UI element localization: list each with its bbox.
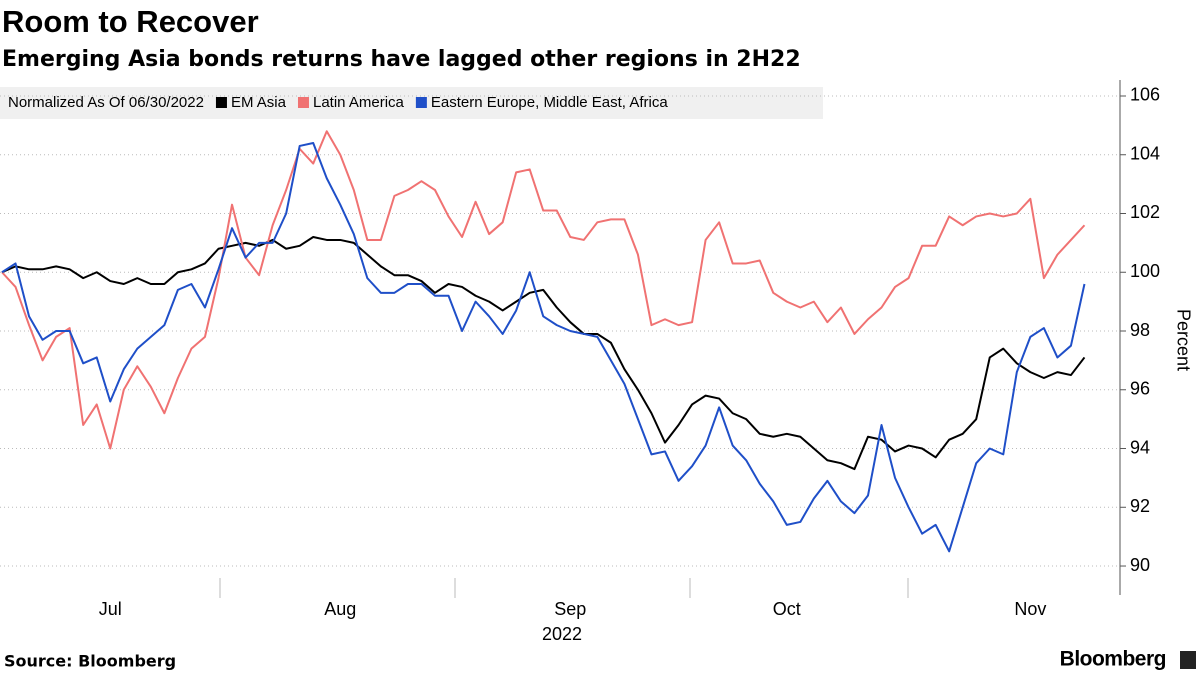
y-tick-label: 98 xyxy=(1130,320,1150,340)
legend-label: EM Asia xyxy=(231,94,287,111)
legend-label: Latin America xyxy=(313,94,405,111)
y-tick-label: 100 xyxy=(1130,261,1160,281)
source: Source: Bloomberg xyxy=(4,652,176,671)
legend-background xyxy=(0,87,823,119)
chart-title: Room to Recover xyxy=(2,4,259,39)
x-tick-label: Oct xyxy=(773,599,801,619)
y-axis-label: Percent xyxy=(1173,309,1193,371)
legend-swatch xyxy=(297,97,309,108)
series-line xyxy=(1,141,1086,553)
x-year-label: 2022 xyxy=(542,624,582,644)
brand-icon xyxy=(1180,651,1196,669)
y-tick-label: 94 xyxy=(1130,437,1150,457)
y-tick-label: 90 xyxy=(1130,555,1150,575)
x-tick-label: Sep xyxy=(554,599,586,619)
legend-swatch xyxy=(215,97,227,108)
x-tick-label: Aug xyxy=(324,599,356,619)
chart-subtitle: Emerging Asia bonds returns have lagged … xyxy=(2,47,801,72)
legend-label: Eastern Europe, Middle East, Africa xyxy=(431,94,668,111)
legend-title: Normalized As Of 06/30/2022 xyxy=(8,94,204,111)
series-line xyxy=(1,236,1086,471)
series-line xyxy=(1,130,1086,450)
legend-swatch xyxy=(415,97,427,108)
x-tick-label: Nov xyxy=(1014,599,1046,619)
month-separators xyxy=(219,578,909,598)
y-tick-label: 96 xyxy=(1130,379,1150,399)
y-tick-label: 92 xyxy=(1130,496,1150,516)
y-tick-label: 106 xyxy=(1130,85,1160,105)
y-tick-label: 104 xyxy=(1130,143,1160,163)
y-tick-label: 102 xyxy=(1130,202,1160,222)
brand: Bloomberg xyxy=(1060,648,1166,671)
x-tick-label: Jul xyxy=(99,599,122,619)
